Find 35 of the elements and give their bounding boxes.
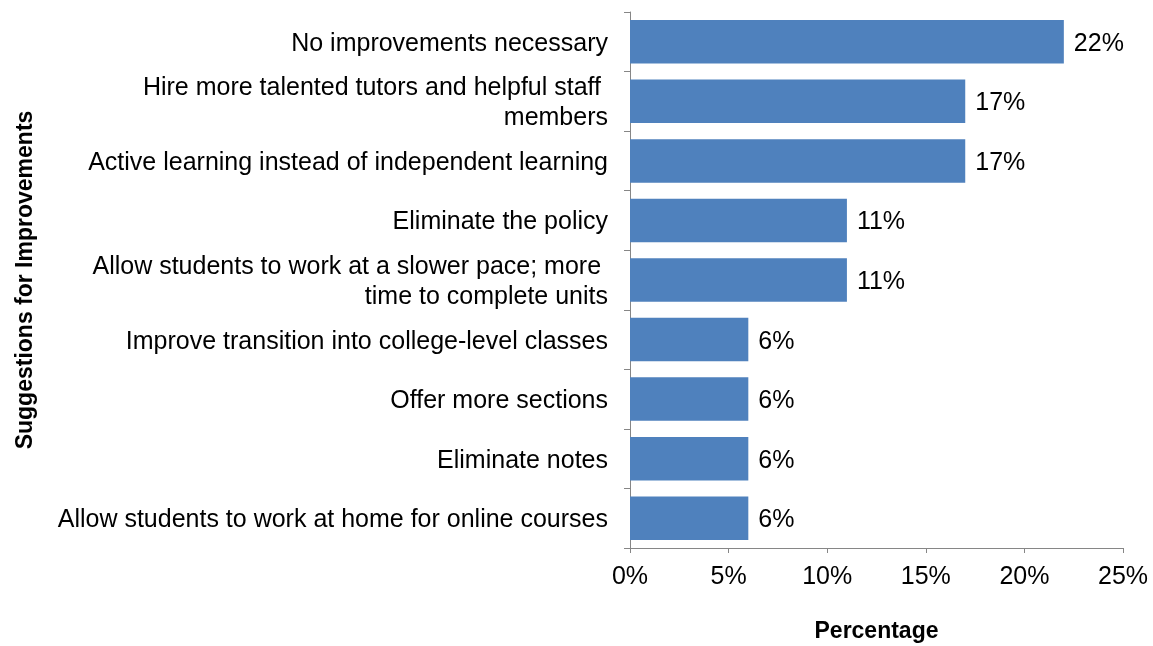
data-label: 11% (856, 206, 906, 235)
y-tick-label: Allow students to work at home for online courses (57, 504, 608, 533)
x-tick-label: 10% (802, 560, 853, 589)
data-label: 6% (758, 444, 795, 473)
y-tick-label: Eliminate notes (437, 444, 608, 473)
x-tick-label: 15% (900, 560, 951, 589)
y-tick-label: Improve transition into college-level classes (125, 325, 608, 354)
y-axis-title: Suggestions for Improvements (10, 110, 37, 450)
x-axis-title: Percentage (814, 616, 939, 643)
bar (630, 139, 966, 183)
y-tick-label: Eliminate the policy (392, 206, 609, 235)
data-label: 6% (758, 504, 795, 533)
data-label: 17% (975, 87, 1026, 116)
x-tick-label: 0% (611, 560, 649, 589)
data-label: 17% (975, 146, 1026, 175)
x-tick-label: 20% (999, 560, 1050, 589)
bar (630, 496, 749, 540)
bar (630, 79, 966, 124)
bar (630, 258, 847, 302)
bar (630, 436, 749, 481)
bar (630, 20, 1064, 64)
data-label: 22% (1073, 27, 1124, 56)
bar (630, 377, 749, 421)
data-label: 6% (758, 325, 795, 354)
x-tick-label: 5% (710, 560, 747, 589)
y-tick-label: Allow students to work at a slower pace; more time to complete units (92, 251, 608, 309)
x-tick-label: 25% (1097, 560, 1149, 589)
y-tick-label: No improvements necessary (291, 27, 609, 56)
data-label: 6% (758, 385, 795, 414)
bar (630, 198, 847, 243)
y-tick-label: Offer more sections (390, 385, 608, 414)
data-label: 11% (856, 266, 906, 294)
bar (630, 317, 749, 362)
y-tick-label: Active learning instead of independent learning (88, 146, 608, 175)
y-tick-label: Hire more talented tutors and helpful staff members (142, 72, 608, 131)
